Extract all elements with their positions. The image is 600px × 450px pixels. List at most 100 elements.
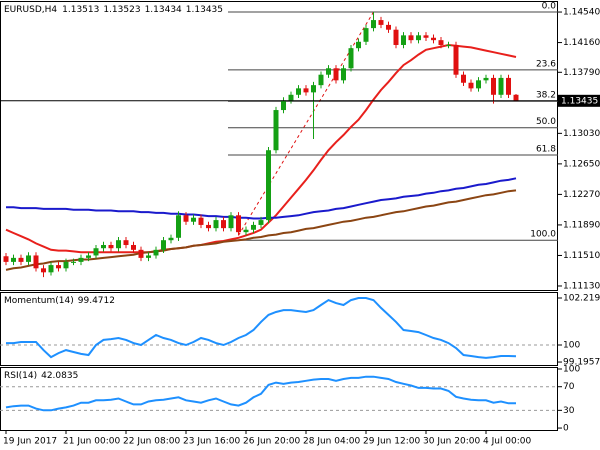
candle-body [123, 240, 129, 246]
candle-body [431, 37, 436, 41]
current-price-label: 1.13435 [561, 96, 598, 106]
open: 1.13513 [62, 5, 99, 15]
candle-body [26, 255, 31, 262]
close: 1.13435 [186, 5, 223, 15]
low: 1.13434 [145, 5, 182, 15]
candle-body [273, 110, 279, 151]
indicator-line [6, 297, 517, 359]
candle-body [318, 74, 324, 86]
candle-body [206, 224, 211, 229]
x-tick-label: 26 Jun 20:00 [243, 437, 300, 447]
candle-body [401, 35, 406, 45]
candle-body [228, 215, 234, 229]
y-tick-label: 100 [563, 341, 580, 351]
y-tick-label: 0 [563, 424, 569, 434]
candle-body [93, 248, 99, 256]
x-tick-label: 28 Jun 04:00 [303, 437, 360, 447]
candle-body [176, 215, 181, 238]
candle-body [213, 220, 219, 229]
x-tick-label: 21 Jun 00:00 [63, 437, 120, 447]
x-tick-label: 23 Jun 16:00 [183, 437, 240, 447]
indicator-value: 42.0835 [41, 371, 78, 381]
fib-label: 23.6 [536, 59, 556, 69]
x-tick-label: 19 Jun 2017 [3, 437, 57, 447]
y-tick-label: 1.11130 [563, 281, 600, 291]
candle-body [453, 44, 459, 75]
y-tick-label: 30 [563, 406, 575, 416]
y-tick-label: 1.14160 [563, 38, 600, 48]
candle-body [483, 77, 489, 81]
y-tick-label: 70 [563, 382, 575, 392]
candle-body [33, 255, 39, 269]
candle-body [168, 237, 174, 241]
moving-average [5, 43, 517, 254]
y-tick-label: 1.13790 [563, 68, 600, 78]
candle-body [3, 256, 9, 262]
candle-body [281, 100, 286, 111]
candle-body [236, 215, 241, 233]
candle-body [386, 24, 391, 30]
candle-body [198, 217, 204, 225]
x-tick-label: 4 Jul 00:00 [483, 437, 532, 447]
candle-body [258, 220, 264, 225]
candle-body [446, 44, 451, 46]
candle-body [348, 48, 354, 69]
momentum-panel [0, 292, 558, 366]
y-tick-label: 1.11890 [563, 220, 600, 230]
candle-body [341, 68, 346, 81]
candle-body [371, 20, 376, 29]
y-tick-label: 1.12270 [563, 190, 600, 200]
candle-body [41, 268, 46, 273]
header: EURUSD,H4 1.13513 1.13523 1.13434 1.13435 [4, 5, 223, 15]
candle-body [416, 35, 421, 41]
candle-body [408, 35, 414, 41]
candle-body [251, 224, 256, 230]
moving-average [5, 189, 517, 271]
candle-body [378, 20, 384, 25]
candle-body [513, 94, 519, 101]
candle-body [243, 229, 249, 233]
candle-body [326, 68, 331, 75]
rsi-title: RSI(14) 42.0835 [4, 371, 78, 381]
candle-body [183, 215, 189, 222]
y-tick-label: 99.1957 [563, 358, 600, 368]
y-tick-label: 1.11510 [563, 251, 600, 261]
candle-body [423, 35, 429, 38]
rsi-panel [0, 367, 558, 431]
y-tick-label: 1.14540 [563, 8, 600, 18]
candle-body [161, 240, 166, 250]
indicator-name: Momentum(14) [4, 296, 74, 306]
fib-label: 100.0 [530, 230, 556, 240]
candle-body [393, 29, 399, 45]
momentum-title: Momentum(14) 99.4712 [4, 296, 115, 306]
candle-body [18, 257, 24, 262]
y-tick-label: 102.2195 [563, 293, 600, 303]
high: 1.13523 [103, 5, 140, 15]
candle-body [153, 249, 159, 256]
candle-body [101, 245, 106, 249]
candle-body [56, 265, 61, 269]
indicator-line [5, 375, 517, 412]
candle-body [506, 77, 511, 95]
candle-body [221, 220, 226, 229]
candle-body [288, 94, 294, 101]
fib-label: 50.0 [536, 117, 556, 127]
candle-body [116, 240, 121, 249]
symbol: EURUSD,H4 [4, 5, 57, 15]
indicator-value: 99.4712 [78, 296, 115, 306]
candle-body [311, 85, 316, 93]
candle-body [86, 255, 91, 258]
x-tick-label: 29 Jun 12:00 [363, 437, 420, 447]
candle-body [131, 245, 136, 250]
y-tick-label: 100 [563, 365, 580, 375]
candle-body [333, 68, 339, 81]
main-panel [0, 1, 558, 291]
current-price-box [558, 94, 600, 107]
candle-body [498, 77, 504, 95]
fib-label: 0.0 [542, 2, 557, 12]
candle-body [63, 261, 69, 269]
indicator-name: RSI(14) [4, 371, 37, 381]
x-tick-label: 22 Jun 08:00 [123, 437, 180, 447]
candle-body [356, 41, 361, 49]
candle-body [191, 217, 196, 222]
